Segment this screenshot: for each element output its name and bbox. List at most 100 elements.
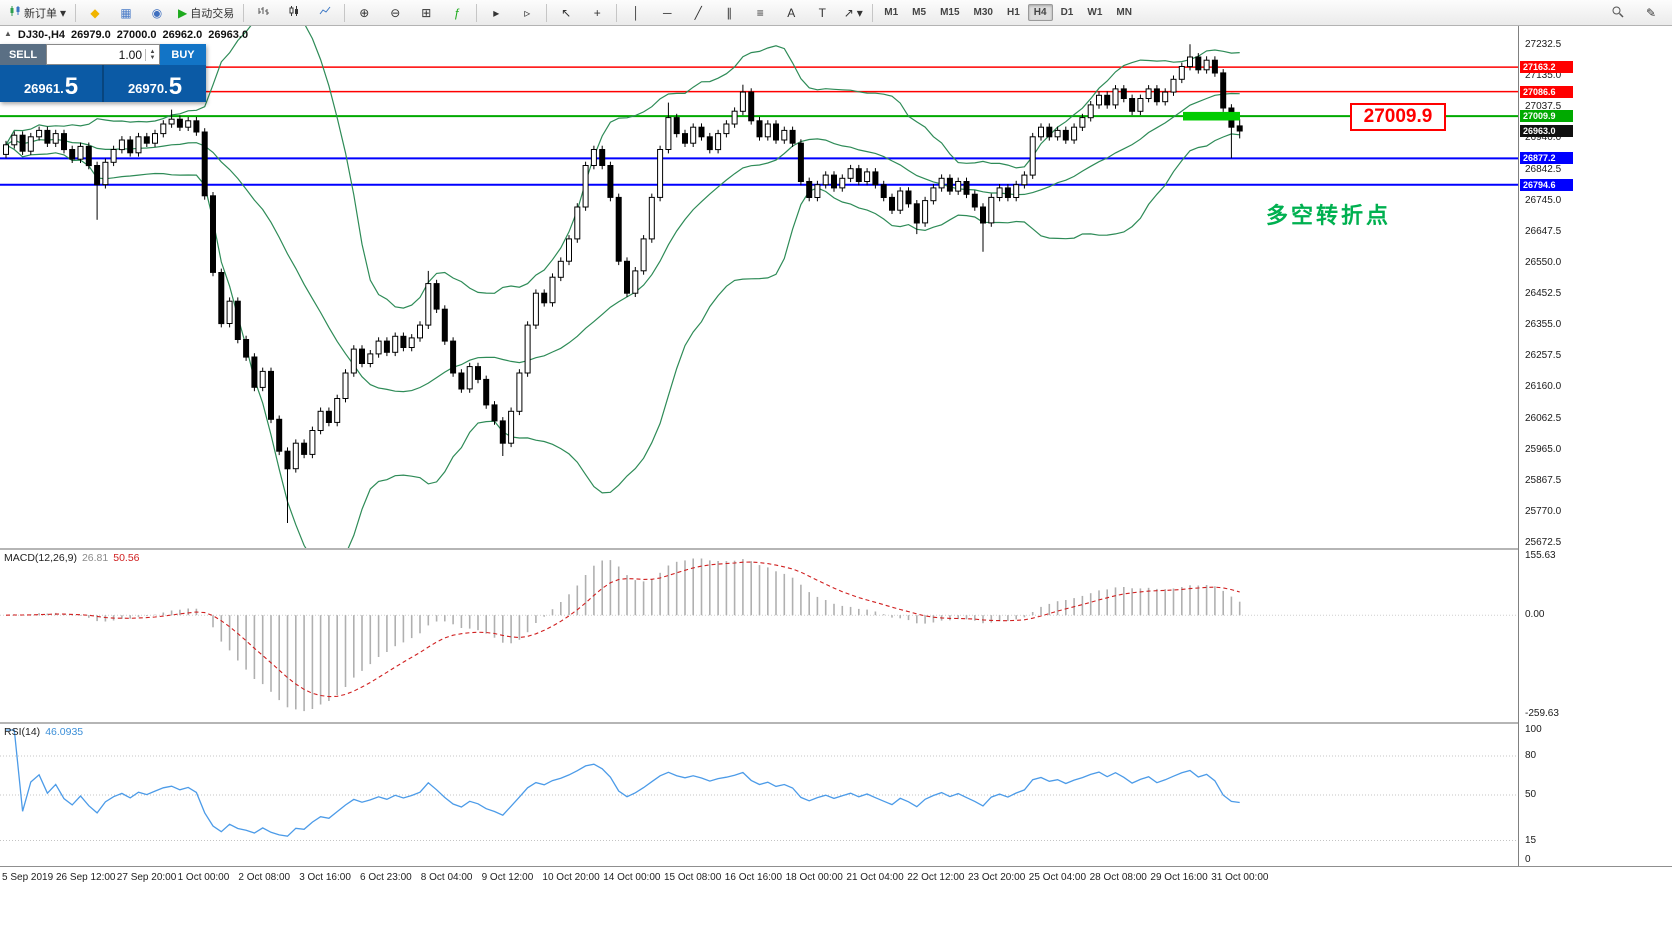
zoom-out-button[interactable]: ⊖	[380, 2, 410, 24]
chart-window-button[interactable]: ▦	[111, 2, 141, 24]
time-label: 9 Oct 12:00	[481, 872, 534, 883]
candle-body	[243, 339, 250, 358]
candle-body	[168, 118, 175, 125]
timeframe-m1[interactable]: M1	[884, 7, 899, 18]
candle-body	[1029, 136, 1036, 176]
candle-body	[748, 91, 755, 122]
collapse-arrow-icon[interactable]: ▲	[4, 29, 12, 38]
new-order-button[interactable]: 新订单 ▾	[4, 2, 71, 24]
vertical-line-button[interactable]: │	[621, 2, 651, 24]
trendline-icon: ╱	[694, 5, 702, 20]
rsi-scale-label: 15	[1525, 834, 1537, 846]
volume-input[interactable]: 1.00 ▲ ▼	[46, 44, 160, 65]
candle-body	[1137, 98, 1144, 112]
cursor-button[interactable]: ↖	[551, 2, 581, 24]
spin-down-icon: ▼	[149, 54, 156, 61]
candle-body	[110, 149, 117, 163]
candle-body	[1153, 88, 1160, 103]
auto-scroll-button[interactable]: ▸	[481, 2, 511, 24]
rsi-scale-label: 0	[1525, 854, 1531, 865]
price-callout-box[interactable]: 27009.9	[1350, 103, 1446, 131]
candle-body	[913, 203, 920, 224]
price-panel[interactable]: ▲ DJ30-,H4 26979.0 27000.0 26962.0 26963…	[0, 26, 1518, 548]
candle-body	[450, 340, 457, 374]
low-value: 26962.0	[162, 29, 203, 41]
candle-body	[1145, 88, 1152, 100]
volume-spinner[interactable]: ▲ ▼	[145, 48, 159, 61]
metaeditor-button[interactable]: ◆	[80, 2, 110, 24]
candle-body	[516, 372, 523, 412]
candle-body	[1211, 59, 1218, 74]
candle-body	[1187, 56, 1193, 68]
autotrading-button[interactable]: ▶ 自动交易	[173, 2, 239, 24]
price-tag-26877.2: 26877.2	[1520, 152, 1573, 165]
candle-body	[1038, 126, 1044, 138]
cursor-icon: ↖	[561, 5, 572, 20]
tick-chart-button[interactable]: ◉	[142, 2, 172, 24]
edit-button[interactable]: ✎	[1636, 2, 1666, 24]
timeframe-m5[interactable]: M5	[912, 7, 927, 18]
candle-body	[483, 378, 490, 406]
horizontal-line-button[interactable]: ─	[652, 2, 682, 24]
channel-button[interactable]: ∥	[714, 2, 744, 24]
line-chart-icon	[319, 5, 331, 20]
timeframe-m15[interactable]: M15	[940, 7, 960, 18]
candle-body	[466, 366, 473, 390]
arrows-icon: ↗	[843, 5, 854, 20]
candle-body	[731, 110, 738, 125]
time-label: 26 Sep 12:00	[56, 872, 116, 883]
line-chart-button[interactable]	[310, 2, 340, 24]
time-label: 16 Oct 16:00	[724, 872, 783, 883]
timeframe-d1[interactable]: D1	[1060, 7, 1074, 18]
panel-splitter[interactable]	[0, 722, 1672, 724]
crosshair-button[interactable]: +	[582, 2, 612, 24]
tile-windows-button[interactable]: ⊞	[411, 2, 441, 24]
trendline-button[interactable]: ╱	[683, 2, 713, 24]
candle-body	[673, 117, 680, 135]
price-axis[interactable]: 27232.5 27135.0 27037.5 26940.0 26842.5 26745…	[1518, 26, 1672, 866]
candle-body	[831, 174, 837, 189]
candle-body	[400, 335, 407, 348]
arrows-tool-button[interactable]: ↗ ▾	[838, 2, 868, 24]
candle-chart-button[interactable]	[279, 2, 309, 24]
candle-body	[938, 177, 945, 189]
time-label: 21 Oct 04:00	[846, 872, 904, 883]
buy-button[interactable]: BUY	[160, 44, 206, 65]
candle-body	[1013, 184, 1020, 198]
buy-price-button[interactable]: 26970. 5	[104, 65, 206, 102]
candle-body	[367, 353, 374, 364]
close-value: 26963.0	[208, 29, 249, 41]
candle-body	[905, 190, 912, 205]
chart-shift-button[interactable]: ▹	[512, 2, 542, 24]
rsi-scale-label: 100	[1525, 724, 1542, 735]
candle-body	[143, 136, 150, 144]
timeframe-mn[interactable]: MN	[1116, 7, 1132, 18]
label-tool-button[interactable]: T	[807, 2, 837, 24]
search-button[interactable]	[1602, 2, 1632, 24]
panel-splitter[interactable]	[0, 548, 1672, 550]
timeframe-m30[interactable]: M30	[973, 7, 993, 18]
sell-button[interactable]: SELL	[0, 44, 46, 65]
toolbar-separator	[872, 3, 874, 22]
fibonacci-button[interactable]: ≡	[745, 2, 775, 24]
time-axis[interactable]: 5 Sep 2019 26 Sep 12:00 27 Sep 20:00 1 Oct …	[0, 867, 1672, 890]
zoom-in-button[interactable]: ⊕	[349, 2, 379, 24]
timeframe-w1[interactable]: W1	[1087, 7, 1103, 18]
bar-chart-icon	[257, 5, 270, 20]
candle-body	[325, 410, 332, 423]
text-tool-button[interactable]: A	[776, 2, 806, 24]
candle-body	[723, 123, 730, 135]
sell-price-button[interactable]: 26961. 5	[0, 65, 102, 102]
tick-chart-icon: ◉	[151, 5, 163, 20]
timeframe-h4[interactable]: H4	[1027, 4, 1053, 21]
macd-panel[interactable]: MACD(12,26,9) 26.81 50.56	[0, 550, 1518, 720]
timeframe-h1[interactable]: H1	[1006, 7, 1020, 18]
highlight-zone[interactable]	[1183, 111, 1240, 121]
rsi-chart-canvas	[0, 729, 1518, 841]
chart-window-icon: ▦	[120, 5, 132, 20]
rsi-panel[interactable]: RSI(14) 46.0935	[0, 724, 1518, 866]
bar-chart-button[interactable]	[248, 2, 278, 24]
indicators-button[interactable]: ƒ	[442, 2, 472, 24]
candle-body	[607, 165, 614, 198]
candle-body	[1162, 91, 1169, 103]
